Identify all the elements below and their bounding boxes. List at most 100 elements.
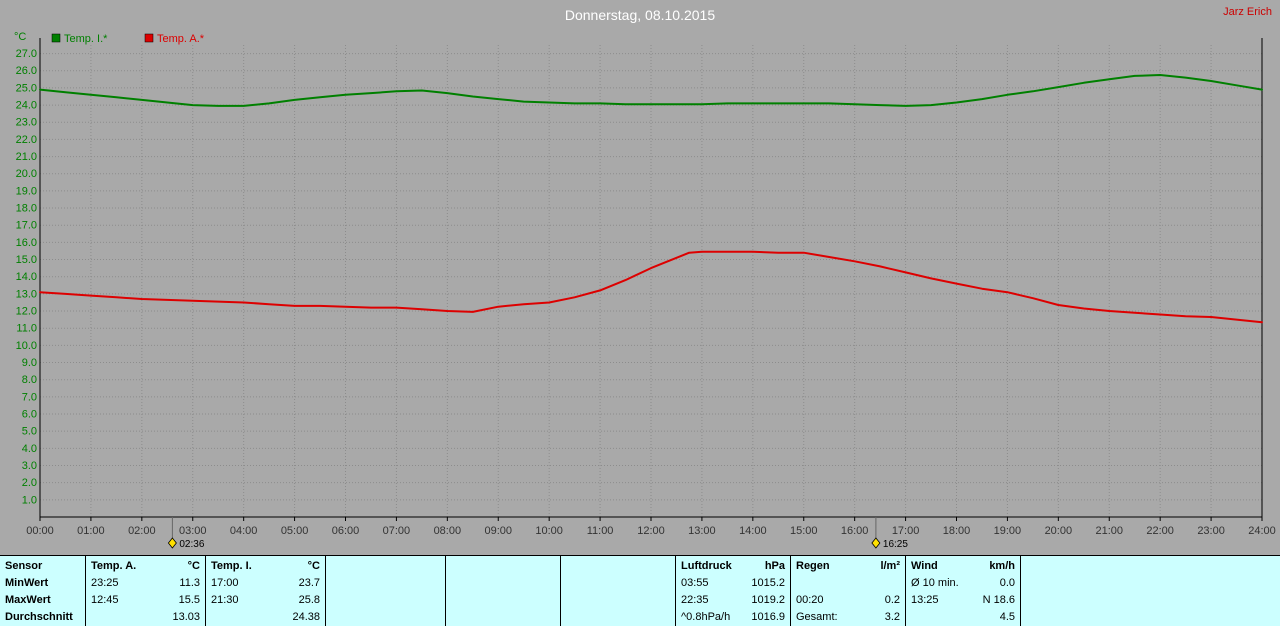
legend-label: Temp. A.* xyxy=(157,33,205,45)
y-tick-label: 4.0 xyxy=(22,443,37,455)
summary-section xyxy=(1020,556,1280,626)
table-cell: 00:20 xyxy=(796,593,824,606)
x-tick-label: 24:00 xyxy=(1248,525,1276,537)
x-tick-label: 20:00 xyxy=(1045,525,1073,537)
x-tick-label: 12:00 xyxy=(637,525,665,537)
y-tick-label: 10.0 xyxy=(16,340,37,352)
y-tick-label: 18.0 xyxy=(16,203,37,215)
y-tick-label: 6.0 xyxy=(22,409,37,421)
x-tick-label: 09:00 xyxy=(484,525,512,537)
y-tick-label: 5.0 xyxy=(22,426,37,438)
table-cell: km/h xyxy=(989,559,1015,572)
series-line xyxy=(39,74,1263,107)
x-tick-label: 16:00 xyxy=(841,525,869,537)
table-cell: 1019.2 xyxy=(751,593,785,606)
table-cell: 3.2 xyxy=(884,610,900,623)
table-cell: 0.2 xyxy=(884,593,900,606)
x-tick-label: 23:00 xyxy=(1197,525,1225,537)
table-cell: 22:35 xyxy=(681,593,709,606)
y-tick-label: 7.0 xyxy=(22,391,37,403)
summary-section xyxy=(325,556,445,626)
table-cell: 13:25 xyxy=(911,593,939,606)
y-tick-label: 17.0 xyxy=(16,220,37,232)
series-line xyxy=(39,250,1263,324)
table-cell: 23:25 xyxy=(91,576,119,589)
x-tick-label: 04:00 xyxy=(230,525,258,537)
summary-section: Temp. I. °C 17:00 23.7 21:30 25.8 24.38 xyxy=(205,556,325,626)
x-tick-label: 14:00 xyxy=(739,525,767,537)
marker-time-label: 16:25 xyxy=(883,539,908,550)
y-tick-label: 8.0 xyxy=(22,374,37,386)
x-tick-label: 03:00 xyxy=(179,525,207,537)
summary-section: Temp. A. °C 23:25 11.3 12:45 15.5 13.03 xyxy=(85,556,205,626)
y-tick-label: 24.0 xyxy=(16,100,37,112)
table-cell: 23.7 xyxy=(298,576,320,589)
y-tick-label: 23.0 xyxy=(16,117,37,129)
y-tick-label: 19.0 xyxy=(16,185,37,197)
summary-section: Regen l/m² 00:20 0.2 Gesamt: 3.2 xyxy=(790,556,905,626)
table-cell: l/m² xyxy=(880,559,900,572)
row-label: MaxWert xyxy=(5,593,51,606)
summary-row-labels: Sensor MinWert MaxWert Durchschnitt xyxy=(0,556,85,626)
titlebar: Donnerstag, 08.10.2015 Jarz Erich xyxy=(0,0,1280,30)
marker-time-label: 02:36 xyxy=(179,539,204,550)
summary-section: Wind km/h Ø 10 min. 0.0 13:25 N 18.6 4.5 xyxy=(905,556,1020,626)
y-tick-label: 20.0 xyxy=(16,168,37,180)
x-tick-label: 10:00 xyxy=(535,525,563,537)
y-tick-label: 13.0 xyxy=(16,288,37,300)
page-title: Donnerstag, 08.10.2015 xyxy=(564,7,716,23)
table-cell: 13.03 xyxy=(172,610,200,623)
y-tick-label: 25.0 xyxy=(16,82,37,94)
summary-section: Luftdruck hPa 03:55 1015.2 22:35 1019.2 ^0.8hP… xyxy=(675,556,790,626)
x-tick-label: 01:00 xyxy=(77,525,105,537)
y-axis-unit-label: °C xyxy=(14,31,26,43)
table-cell: 11.3 xyxy=(179,576,200,589)
table-cell: Luftdruck xyxy=(681,559,732,572)
table-cell: N 18.6 xyxy=(982,593,1015,606)
chart: 1.0 2.0 3.0 4.0 5.0 6.0 7.0 8.0 9.0 10.0 11.0 12.0 1… xyxy=(0,30,1280,555)
x-tick-label: 07:00 xyxy=(383,525,411,537)
x-tick-label: 22:00 xyxy=(1146,525,1174,537)
table-cell: 24.38 xyxy=(292,610,320,623)
table-cell: 17:00 xyxy=(211,576,239,589)
table-cell: Ø 10 min. xyxy=(911,576,959,589)
marker-icon xyxy=(167,537,177,549)
y-tick-label: 22.0 xyxy=(16,134,37,146)
table-cell: 25.8 xyxy=(298,593,320,606)
legend-label: Temp. I.* xyxy=(64,33,108,45)
table-cell: 15.5 xyxy=(178,593,200,606)
marker-icon xyxy=(871,537,881,549)
table-cell: Gesamt: xyxy=(796,610,838,623)
x-tick-label: 08:00 xyxy=(434,525,462,537)
table-cell: ^0.8hPa/h xyxy=(681,610,731,623)
user-label: Jarz Erich xyxy=(1223,6,1272,18)
y-tick-label: 15.0 xyxy=(16,254,37,266)
table-cell: Wind xyxy=(911,559,938,572)
table-cell: 1015.2 xyxy=(751,576,785,589)
legend-swatch xyxy=(144,33,154,43)
y-tick-label: 27.0 xyxy=(16,48,37,60)
table-cell: 03:55 xyxy=(681,576,709,589)
y-tick-label: 12.0 xyxy=(16,306,37,318)
summary-section xyxy=(445,556,560,626)
y-tick-label: 16.0 xyxy=(16,237,37,249)
row-label: MinWert xyxy=(5,576,49,589)
table-cell: °C xyxy=(307,559,320,572)
summary-table: Sensor MinWert MaxWert Durchschnitt Temp. A.… xyxy=(0,555,1280,626)
x-tick-label: 17:00 xyxy=(892,525,920,537)
table-cell: 4.5 xyxy=(999,610,1015,623)
table-cell: 12:45 xyxy=(91,593,119,606)
table-cell: 0.0 xyxy=(999,576,1015,589)
y-tick-label: 3.0 xyxy=(22,460,37,472)
x-tick-label: 06:00 xyxy=(332,525,360,537)
row-label: Sensor xyxy=(5,559,43,572)
y-tick-label: 21.0 xyxy=(16,151,37,163)
table-cell: °C xyxy=(187,559,200,572)
y-tick-label: 14.0 xyxy=(16,271,37,283)
x-tick-label: 05:00 xyxy=(281,525,309,537)
y-tick-label: 26.0 xyxy=(16,65,37,77)
x-tick-label: 02:00 xyxy=(128,525,156,537)
x-tick-label: 13:00 xyxy=(688,525,716,537)
y-tick-label: 2.0 xyxy=(22,477,37,489)
table-cell: Regen xyxy=(796,559,830,572)
